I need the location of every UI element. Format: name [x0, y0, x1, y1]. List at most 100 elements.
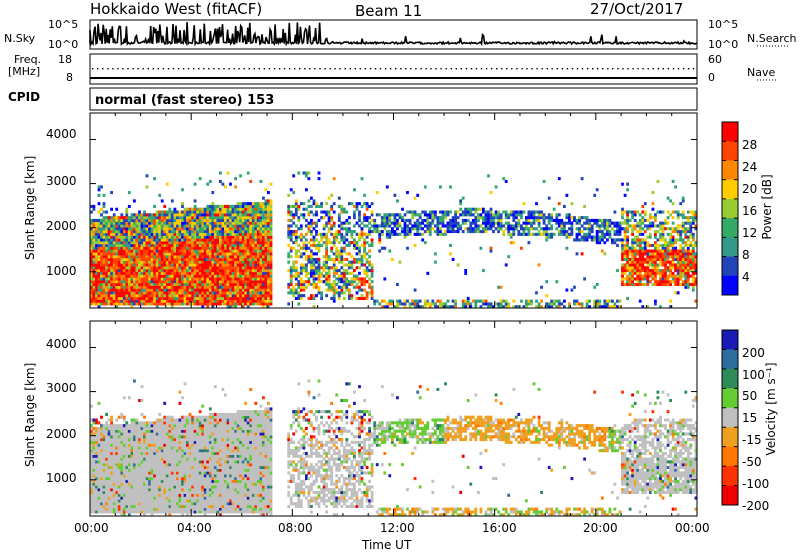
power-cell [95, 280, 98, 284]
power-cell [636, 235, 640, 239]
power-cell [388, 235, 392, 239]
power-cell [125, 269, 129, 273]
power-cell [363, 218, 366, 222]
power-cell [512, 224, 516, 228]
power-cell [363, 280, 366, 284]
power-cell [595, 224, 599, 228]
power-cell [188, 213, 192, 217]
power-cell [120, 257, 124, 261]
power-cell [522, 232, 526, 236]
power-cell [241, 302, 245, 306]
power-cell [168, 299, 172, 303]
power-cell [165, 235, 169, 239]
power-cell [153, 294, 156, 298]
power-cell [168, 218, 172, 222]
power-cell [173, 235, 177, 239]
power-cell [251, 207, 255, 211]
power-cell [267, 235, 270, 239]
power-cell [423, 302, 427, 306]
power-cell [105, 260, 108, 264]
power-cell [643, 230, 647, 234]
power-cell [342, 271, 346, 275]
power-cell [269, 221, 273, 225]
power-cell [621, 271, 624, 275]
power-cell [340, 224, 344, 228]
power-cb-tick-8: 8 [742, 248, 750, 262]
power-cell [294, 238, 298, 242]
power-cell [348, 241, 351, 245]
power-cell [206, 249, 210, 253]
power-cell [234, 235, 237, 239]
power-cell [317, 218, 321, 222]
cpid-box [89, 87, 698, 111]
power-cell [198, 299, 202, 303]
power-cell [188, 271, 192, 275]
power-cell [95, 252, 98, 256]
power-cell [160, 294, 164, 298]
power-cell [474, 305, 478, 309]
power-cell [530, 216, 533, 220]
power-cell [251, 266, 255, 270]
power-cell [679, 277, 683, 281]
power-cell [638, 277, 642, 281]
power-cell [173, 249, 177, 253]
power-cell [532, 216, 536, 220]
power-cell [646, 224, 650, 228]
power-cell [241, 252, 245, 256]
power-cell [127, 302, 131, 306]
power-cell [613, 210, 617, 214]
power-cell [373, 218, 377, 222]
power-cell [449, 230, 452, 234]
power-cell [249, 294, 253, 298]
velocity-cell [97, 454, 101, 458]
power-cell [148, 296, 151, 300]
power-cell [264, 246, 268, 250]
power-cell [140, 218, 144, 222]
power-cell [638, 227, 642, 231]
power-cell [249, 204, 253, 208]
power-cell [259, 246, 263, 250]
power-cell [224, 249, 227, 253]
power-cell [213, 238, 217, 242]
power-cell [127, 277, 131, 281]
power-cell [342, 282, 346, 286]
power-cell [186, 207, 189, 211]
power-cell [224, 221, 227, 225]
power-cell [337, 249, 341, 253]
power-cell [631, 238, 634, 242]
power-cell [163, 227, 167, 231]
power-cell [160, 249, 164, 253]
power-cell [648, 249, 652, 253]
power-cell [264, 280, 268, 284]
power-cell [115, 241, 119, 245]
power-cell [115, 269, 119, 273]
power-cell [127, 274, 131, 278]
power-cell [267, 246, 270, 250]
power-cell [107, 235, 111, 239]
power-cell [251, 238, 255, 242]
velocity-cell [90, 507, 93, 511]
freq-panel [89, 53, 698, 85]
power-cell [148, 282, 151, 286]
power-cell [117, 257, 121, 261]
power-cell [580, 238, 584, 242]
power-cell [206, 230, 210, 234]
power-cell [646, 269, 650, 273]
power-cell [203, 213, 207, 217]
power-cell [542, 230, 546, 234]
power-cell [188, 280, 192, 284]
velocity-cell [97, 488, 101, 492]
power-cell [173, 266, 177, 270]
power-cell [292, 291, 296, 295]
power-cell [130, 260, 134, 264]
power-cell [302, 285, 306, 289]
power-cell [120, 296, 124, 300]
power-cb-tick-28: 28 [742, 138, 758, 152]
power-cell [127, 255, 131, 259]
power-cell [191, 299, 194, 303]
power-cell [117, 291, 121, 295]
power-cell [681, 241, 685, 245]
power-cell [203, 269, 207, 273]
power-cell [340, 277, 344, 281]
power-cell [550, 213, 554, 217]
